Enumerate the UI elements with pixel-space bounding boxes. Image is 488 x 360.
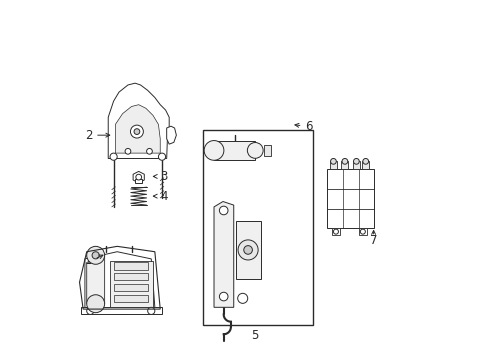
Circle shape	[341, 158, 347, 164]
Polygon shape	[331, 228, 340, 235]
Circle shape	[86, 295, 104, 313]
Polygon shape	[214, 202, 233, 307]
Polygon shape	[81, 307, 162, 315]
Bar	[135, 179, 142, 183]
Circle shape	[330, 158, 336, 164]
Circle shape	[86, 307, 94, 315]
Polygon shape	[86, 255, 104, 304]
Circle shape	[203, 140, 224, 160]
Bar	[264, 145, 270, 156]
Bar	[341, 161, 348, 169]
Circle shape	[360, 229, 365, 234]
Polygon shape	[358, 228, 366, 235]
Circle shape	[238, 240, 258, 260]
Polygon shape	[166, 126, 176, 144]
Text: 1: 1	[84, 254, 92, 267]
Bar	[352, 161, 359, 169]
Bar	[326, 169, 373, 228]
Bar	[362, 161, 368, 169]
Polygon shape	[85, 252, 155, 315]
Polygon shape	[108, 83, 169, 158]
Circle shape	[247, 143, 263, 158]
Text: 2: 2	[84, 129, 92, 142]
Circle shape	[219, 206, 227, 215]
Polygon shape	[110, 261, 153, 307]
Circle shape	[158, 153, 165, 160]
Circle shape	[237, 293, 247, 303]
Text: 6: 6	[305, 120, 312, 133]
Polygon shape	[133, 171, 144, 183]
Circle shape	[353, 158, 359, 164]
Circle shape	[333, 229, 338, 234]
Circle shape	[92, 252, 99, 259]
Bar	[329, 161, 336, 169]
Circle shape	[125, 148, 131, 154]
Bar	[203, 130, 312, 325]
Circle shape	[110, 153, 117, 160]
Text: 3: 3	[160, 170, 167, 183]
Circle shape	[219, 292, 227, 301]
Text: 7: 7	[369, 234, 377, 247]
Circle shape	[86, 246, 104, 264]
Bar	[113, 284, 147, 291]
Circle shape	[146, 148, 152, 154]
Polygon shape	[115, 105, 160, 153]
Bar	[113, 273, 147, 280]
Text: 5: 5	[251, 329, 259, 342]
Circle shape	[136, 174, 142, 180]
Circle shape	[134, 129, 140, 134]
Circle shape	[130, 125, 143, 138]
Circle shape	[362, 158, 368, 164]
Bar	[113, 295, 147, 302]
Polygon shape	[235, 221, 260, 279]
Bar	[214, 140, 255, 160]
Text: 4: 4	[160, 190, 167, 203]
Circle shape	[147, 307, 155, 315]
Bar	[113, 262, 147, 270]
Circle shape	[244, 246, 252, 254]
